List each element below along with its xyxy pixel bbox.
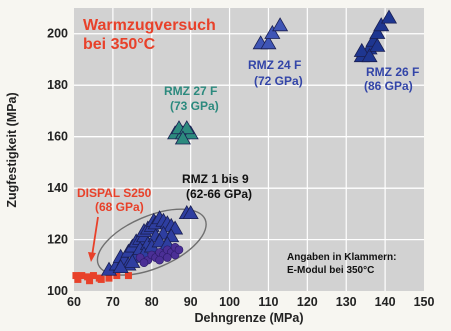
series-0-point	[84, 273, 92, 281]
note-line-2: E-Modul bei 350°C	[287, 265, 374, 276]
x-tick-label: 130	[336, 295, 357, 309]
series-2-point	[174, 245, 184, 255]
series-5-point	[373, 17, 390, 32]
y-tick-label: 100	[47, 284, 68, 298]
series-label-rmz26f-modulus: (86 GPa)	[364, 79, 413, 93]
tick-labels: 60 70 80 90 100 110 120 130 140 150 100 120 140 160 18…	[47, 27, 434, 309]
x-tick-label: 150	[414, 295, 435, 309]
chart-title: Warmzugversuch	[83, 17, 216, 34]
x-tick-label: 90	[184, 295, 198, 309]
dispal-arrow-head	[88, 252, 96, 262]
series-0-point	[78, 272, 86, 280]
x-tick-label: 80	[145, 295, 159, 309]
series-0-point	[97, 275, 105, 283]
series-label-rmz27f-modulus: (73 GPa)	[170, 99, 219, 113]
series-label-rmz27f: RMZ 27 F	[164, 84, 217, 98]
x-tick-label: 110	[258, 295, 278, 309]
cluster-ellipse	[96, 208, 207, 276]
x-tick-label: 140	[375, 295, 396, 309]
rmz-cluster-ellipse	[96, 208, 207, 276]
series-3-point	[178, 120, 195, 135]
x-tick-label: 120	[297, 295, 318, 309]
series-label-dispal-modulus: (68 GPa)	[95, 200, 144, 214]
series-0-point	[72, 272, 80, 280]
x-tick-label: 60	[67, 295, 81, 309]
x-tick-label: 70	[106, 295, 120, 309]
series-label-rmz26f: RMZ 26 F	[366, 65, 419, 79]
y-axis-title: Zugfestigkeit (MPa)	[5, 92, 19, 207]
series-0-point	[89, 272, 97, 280]
series-1-point	[182, 205, 199, 220]
series-0-point	[124, 272, 132, 280]
series-4-point	[272, 17, 289, 32]
series-label-rmz24f: RMZ 24 F	[248, 58, 301, 72]
series-5-point	[369, 37, 386, 52]
series-1-point	[112, 259, 129, 274]
series-3-point	[174, 130, 191, 145]
series-2-point	[163, 253, 172, 262]
note-line-1: Angaben in Klammern:	[287, 252, 396, 263]
y-tick-label: 200	[47, 27, 68, 41]
x-tick-label: 100	[219, 295, 240, 309]
series-0-point	[105, 274, 113, 282]
series-5-point	[353, 42, 370, 57]
series-2-point	[155, 255, 164, 265]
y-tick-label: 160	[47, 130, 68, 144]
data-marks	[72, 9, 398, 285]
series-2-point	[139, 258, 149, 268]
series-5-point	[361, 48, 378, 63]
dispal-arrow-shaft	[91, 216, 99, 257]
series-label-rmz1-9-modulus: (62-66 GPa)	[186, 187, 252, 201]
y-tick-label: 120	[47, 233, 68, 247]
series-0-point	[86, 277, 94, 285]
y-tick-label: 140	[47, 181, 68, 195]
y-tick-label: 180	[47, 78, 68, 92]
series-4-point	[264, 24, 281, 39]
series-label-dispal: DISPAL S250	[77, 186, 152, 200]
series-1-point	[124, 253, 141, 268]
chart-subtitle: bei 350°C	[83, 36, 156, 53]
series-label-rmz1-9: RMZ 1 bis 9	[182, 172, 249, 186]
series-5-point	[380, 9, 398, 24]
series-4-point	[260, 35, 277, 50]
series-label-rmz24f-modulus: (72 GPa)	[254, 74, 303, 88]
series-0-point	[74, 275, 82, 283]
x-axis-title: Dehngrenze (MPa)	[194, 311, 303, 325]
